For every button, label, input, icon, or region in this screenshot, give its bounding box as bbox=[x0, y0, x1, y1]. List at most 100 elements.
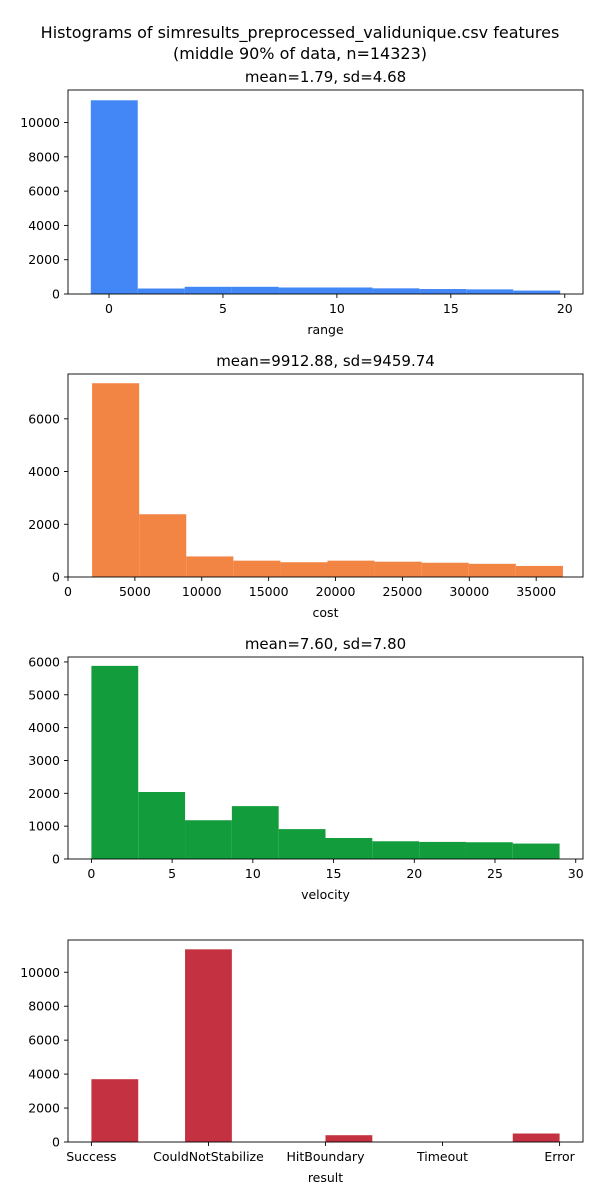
x-tick-label: 5 bbox=[219, 301, 227, 316]
panel-title: mean=1.79, sd=4.68 bbox=[245, 68, 406, 86]
y-tick-label: 2000 bbox=[28, 252, 60, 267]
x-tick-label: HitBoundary bbox=[287, 1149, 366, 1164]
histogram-bar bbox=[91, 665, 139, 859]
histogram-bar bbox=[513, 290, 561, 294]
histogram-panel-result: Success CouldNotStabilize HitBoundary Timeo… bbox=[20, 939, 584, 1185]
x-tick-label: 15 bbox=[326, 866, 342, 881]
x-tick-label: Success bbox=[66, 1149, 116, 1164]
x-tick-label: 10000 bbox=[182, 584, 222, 599]
histogram-bar bbox=[280, 562, 328, 577]
y-tick-label: 2000 bbox=[28, 1101, 60, 1116]
y-tick-label: 4000 bbox=[28, 720, 60, 735]
histogram-bar bbox=[278, 287, 326, 294]
figure-title-line2: (middle 90% of data, n=14323) bbox=[173, 44, 427, 63]
y-tick-label: 10000 bbox=[20, 965, 60, 980]
x-axis-label: cost bbox=[313, 605, 339, 620]
y-tick-label: 6000 bbox=[28, 1033, 60, 1048]
y-tick-label: 8000 bbox=[28, 999, 60, 1014]
histogram-panel-cost: mean=9912.88, sd=9459.74 0 5000 10000 15000… bbox=[28, 352, 584, 620]
x-tick-label: 0 bbox=[87, 866, 95, 881]
axes-layer: 0 5 10 15 20 25 30 0 1000 2000 3000 4000 5000 6000 bbox=[28, 654, 584, 881]
x-tick-label: CouldNotStabilize bbox=[153, 1149, 264, 1164]
x-tick-label: 20 bbox=[406, 866, 422, 881]
histogram-bar bbox=[374, 561, 422, 577]
y-tick-label: 2000 bbox=[28, 786, 60, 801]
axes-frame bbox=[67, 89, 584, 295]
histogram-bar bbox=[231, 806, 279, 859]
panel-title: mean=9912.88, sd=9459.74 bbox=[216, 352, 435, 370]
x-tick-label: 10 bbox=[329, 301, 345, 316]
histogram-bar bbox=[512, 1133, 560, 1142]
x-axis-label: result bbox=[308, 1170, 343, 1185]
x-tick-label: Timeout bbox=[416, 1149, 468, 1164]
axes-frame bbox=[67, 939, 584, 1143]
y-tick-label: 2000 bbox=[28, 517, 60, 532]
axes-frame bbox=[67, 373, 584, 578]
x-tick-label: 20 bbox=[557, 301, 573, 316]
x-tick-label: 15000 bbox=[249, 584, 289, 599]
histogram-bar bbox=[468, 563, 516, 577]
y-tick-label: 4000 bbox=[28, 1067, 60, 1082]
histogram-bar bbox=[278, 829, 326, 859]
histogram-panel-velocity: mean=7.60, sd=7.80 0 5 10 15 20 25 30 0 1000 2000… bbox=[28, 635, 584, 902]
histogram-bar bbox=[186, 556, 234, 577]
x-tick-label: 5 bbox=[168, 866, 176, 881]
x-tick-label: 0 bbox=[105, 301, 113, 316]
x-tick-label: 5000 bbox=[119, 584, 151, 599]
histogram-bar bbox=[421, 562, 469, 577]
histogram-bar bbox=[465, 842, 513, 859]
histogram-bar bbox=[137, 288, 185, 294]
bars-layer bbox=[90, 100, 561, 294]
x-tick-label: 30 bbox=[568, 866, 584, 881]
histogram-bar bbox=[138, 792, 186, 859]
histogram-bar bbox=[325, 1135, 373, 1142]
histogram-bar bbox=[372, 841, 420, 859]
axes-layer: Success CouldNotStabilize HitBoundary Timeo… bbox=[20, 939, 584, 1164]
figure-title-line1: Histograms of simresults_preprocessed_va… bbox=[41, 23, 560, 43]
x-axis-label: range bbox=[307, 322, 344, 337]
x-tick-label: 25000 bbox=[383, 584, 423, 599]
histogram-bar bbox=[372, 288, 420, 294]
histogram-panel-range: mean=1.79, sd=4.68 0 5 10 15 20 0 2000 4000 6000… bbox=[20, 68, 584, 337]
histogram-bar bbox=[325, 287, 373, 294]
x-tick-label: 20000 bbox=[316, 584, 356, 599]
histogram-bar bbox=[325, 837, 373, 859]
histogram-bar bbox=[92, 383, 140, 577]
bars-layer bbox=[91, 665, 560, 859]
histogram-bar bbox=[466, 289, 514, 294]
y-tick-label: 1000 bbox=[28, 819, 60, 834]
axes-layer: 0 5 10 15 20 0 2000 4000 6000 8000 10000 bbox=[20, 89, 584, 316]
histogram-bar bbox=[184, 286, 232, 294]
y-tick-label: 6000 bbox=[28, 411, 60, 426]
histogram-bar bbox=[139, 514, 187, 577]
histogram-bar bbox=[512, 843, 560, 859]
histogram-bar bbox=[91, 1079, 139, 1142]
y-tick-label: 4000 bbox=[28, 464, 60, 479]
y-tick-label: 8000 bbox=[28, 149, 60, 164]
histogram-bar bbox=[419, 841, 466, 859]
y-tick-label: 0 bbox=[52, 287, 60, 302]
histogram-bar bbox=[419, 289, 467, 294]
histogram-bar bbox=[515, 565, 563, 577]
y-tick-label: 4000 bbox=[28, 218, 60, 233]
panel-title: mean=7.60, sd=7.80 bbox=[245, 635, 406, 653]
x-tick-label: 0 bbox=[64, 584, 72, 599]
axes-frame bbox=[67, 656, 584, 860]
histogram-bar bbox=[233, 560, 281, 577]
x-tick-label: Error bbox=[544, 1149, 575, 1164]
bars-layer bbox=[92, 383, 563, 577]
x-axis-label: velocity bbox=[301, 887, 350, 902]
axes-layer: 0 5000 10000 15000 20000 25000 30000 35000 0 2000… bbox=[28, 373, 584, 599]
histogram-bar bbox=[90, 100, 138, 294]
x-tick-label: 15 bbox=[443, 301, 459, 316]
histogram-bar bbox=[231, 286, 279, 294]
x-tick-label: 30000 bbox=[449, 584, 489, 599]
y-tick-label: 6000 bbox=[28, 654, 60, 669]
histogram-bar bbox=[327, 560, 375, 577]
y-tick-label: 6000 bbox=[28, 184, 60, 199]
x-tick-label: 35000 bbox=[516, 584, 556, 599]
histogram-bar bbox=[185, 820, 232, 859]
bars-layer bbox=[91, 949, 560, 1142]
y-tick-label: 10000 bbox=[20, 115, 60, 130]
